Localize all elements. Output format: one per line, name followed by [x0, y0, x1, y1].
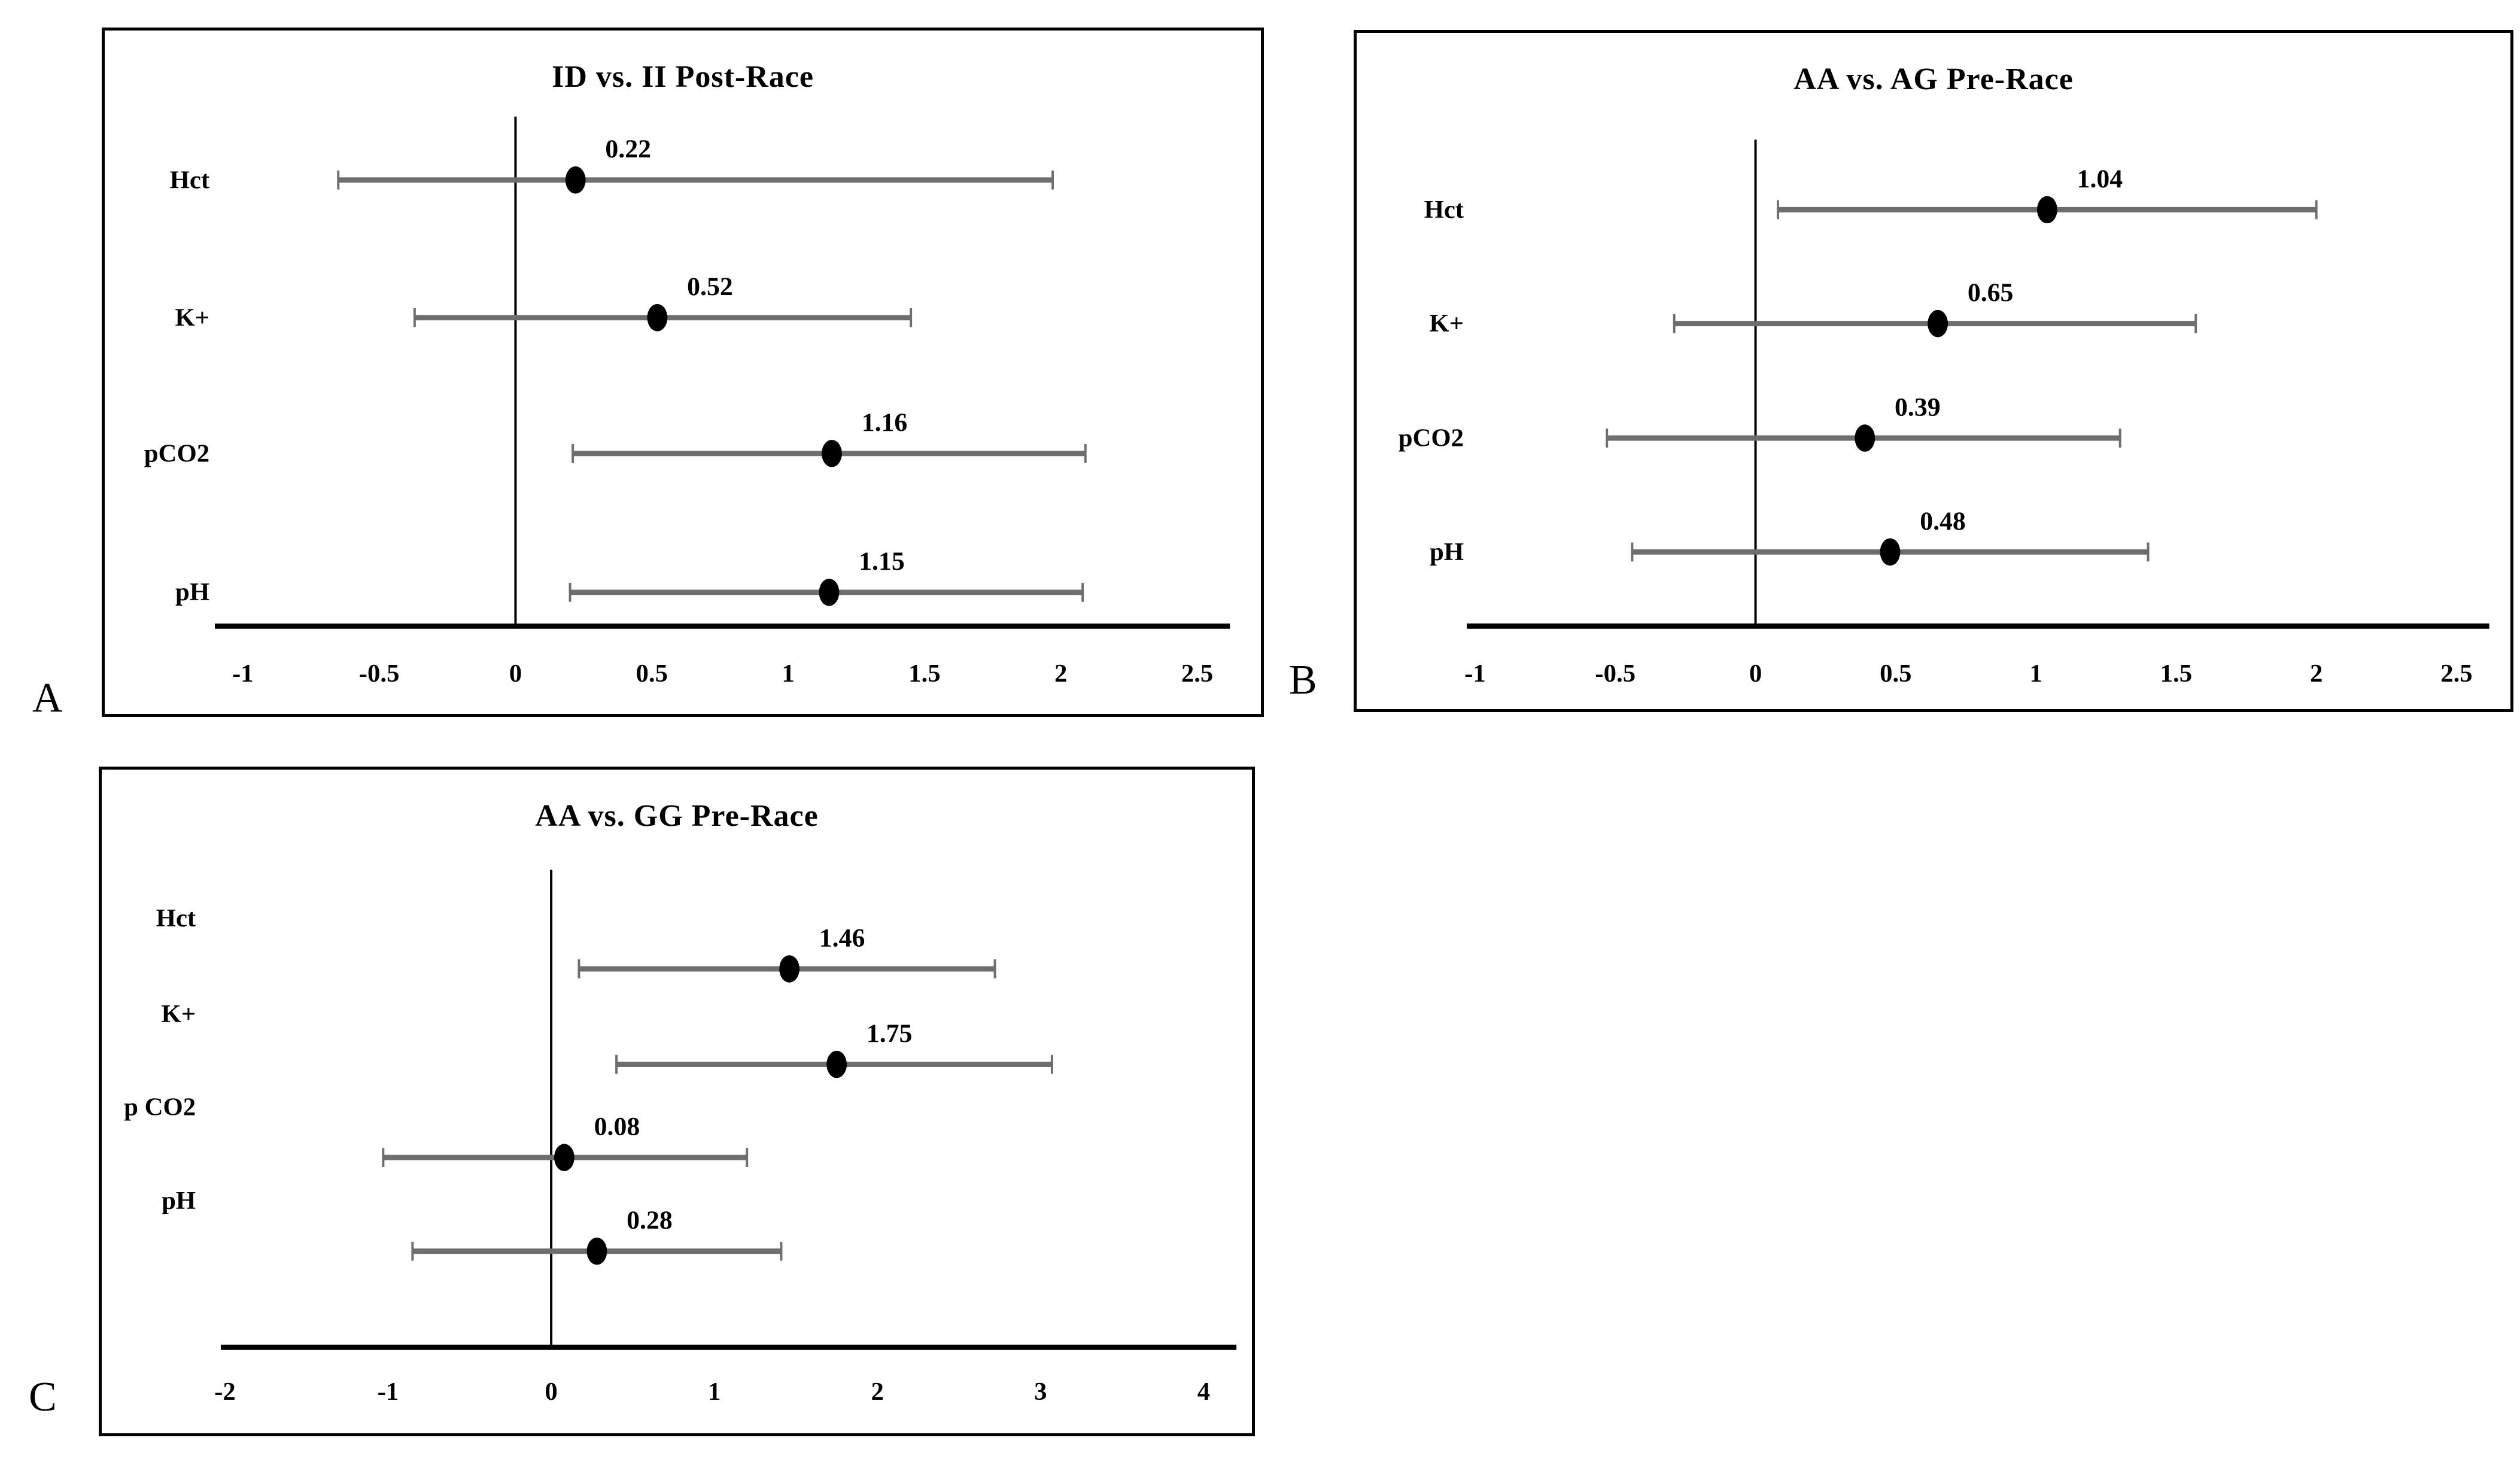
- category-label: pH: [1430, 538, 1464, 566]
- x-tick-label: 1: [2029, 659, 2042, 688]
- panel-title-b: AA vs. AG Pre-Race: [1794, 62, 2074, 96]
- category-label: Hct: [156, 904, 196, 932]
- x-tick-label: 2.5: [1181, 659, 1213, 688]
- x-tick-label: -1: [1464, 659, 1486, 688]
- category-label: pCO2: [144, 439, 209, 467]
- value-label: 1.04: [2077, 165, 2123, 193]
- x-tick-label: 0: [509, 659, 522, 688]
- panel-title-a: ID vs. II Post-Race: [552, 60, 814, 94]
- point-marker: [1928, 309, 1948, 338]
- value-label: 0.65: [1968, 278, 2014, 307]
- forest-plot-c: -2 -1 0 1 2 3 4 1.46 Hct 1.75 K+ 0.08 p CO2 0.28 pH: [124, 870, 1237, 1406]
- value-label: 1.15: [859, 547, 905, 576]
- category-label: p CO2: [124, 1093, 196, 1121]
- x-tick-label: 1.5: [2160, 659, 2192, 688]
- value-label: 0.48: [1920, 507, 1966, 536]
- point-marker: [1880, 538, 1901, 566]
- x-tick-label: 1: [708, 1378, 721, 1406]
- x-tick-label: -1: [232, 659, 254, 688]
- x-tick-label: 2: [871, 1378, 884, 1406]
- forest-plot-a: -1 -0.5 0 0.5 1 1.5 2 2.5 0.22 Hct 0.52 K+ 1.16 pCO2 1…: [144, 116, 1230, 688]
- panel-letter-b: B: [1289, 657, 1317, 703]
- x-tick-label: -0.5: [359, 659, 400, 688]
- panel-title-c: AA vs. GG Pre-Race: [535, 799, 819, 833]
- point-marker: [819, 578, 840, 606]
- point-marker: [565, 166, 586, 194]
- value-label: 0.22: [605, 135, 651, 163]
- x-tick-label: 2: [2310, 659, 2323, 688]
- point-marker: [647, 303, 668, 332]
- value-label: 1.75: [867, 1019, 913, 1048]
- point-marker: [826, 1050, 847, 1078]
- forest-panel-b: AA vs. AG Pre-Race -1 -0.5 0 0.5 1 1.5 2 2.5 1.0…: [1354, 30, 2513, 712]
- category-label: pH: [175, 578, 209, 606]
- forest-panel-c: AA vs. GG Pre-Race -2 -1 0 1 2 3 4 1.46 Hct 1.75 K…: [99, 767, 1255, 1436]
- value-label: 0.52: [687, 272, 733, 301]
- value-label: 0.08: [594, 1113, 640, 1141]
- x-tick-label: 0.5: [1880, 659, 1911, 688]
- x-tick-label: -1: [378, 1378, 399, 1406]
- forest-plot-b: -1 -0.5 0 0.5 1 1.5 2 2.5 1.04 Hct 0.65 K+ 0.39 pCO2 0…: [1399, 139, 2489, 688]
- value-label: 1.16: [862, 408, 908, 437]
- category-label: K+: [175, 303, 209, 332]
- category-label: Hct: [170, 166, 210, 194]
- forest-panel-a: ID vs. II Post-Race -1 -0.5 0 0.5 1 1.5 2 2.5 0.…: [102, 28, 1264, 717]
- x-tick-label: 4: [1197, 1378, 1210, 1406]
- category-label: K+: [162, 1000, 196, 1028]
- value-label: 1.46: [819, 924, 865, 953]
- x-tick-label: 1: [782, 659, 794, 688]
- x-tick-label: 0: [1749, 659, 1762, 688]
- x-tick-label: 2: [1054, 659, 1067, 688]
- category-label: pCO2: [1399, 424, 1464, 452]
- point-marker: [2036, 196, 2057, 224]
- category-label: pH: [162, 1187, 196, 1215]
- category-label: Hct: [1424, 196, 1464, 224]
- category-label: K+: [1429, 309, 1464, 338]
- point-marker: [586, 1237, 607, 1265]
- x-tick-label: 2.5: [2440, 659, 2472, 688]
- x-tick-label: 3: [1034, 1378, 1047, 1406]
- x-tick-label: -0.5: [1595, 659, 1636, 688]
- value-label: 0.39: [1895, 393, 1941, 422]
- point-marker: [779, 955, 800, 983]
- x-tick-label: 0.5: [636, 659, 668, 688]
- point-marker: [554, 1144, 574, 1171]
- x-tick-label: 1.5: [908, 659, 940, 688]
- panel-letter-a: A: [32, 675, 63, 721]
- point-marker: [1855, 424, 1875, 452]
- point-marker: [822, 440, 842, 467]
- x-tick-label: -2: [214, 1378, 236, 1406]
- value-label: 0.28: [627, 1206, 673, 1235]
- panel-letter-c: C: [29, 1374, 57, 1420]
- x-tick-label: 0: [545, 1378, 557, 1406]
